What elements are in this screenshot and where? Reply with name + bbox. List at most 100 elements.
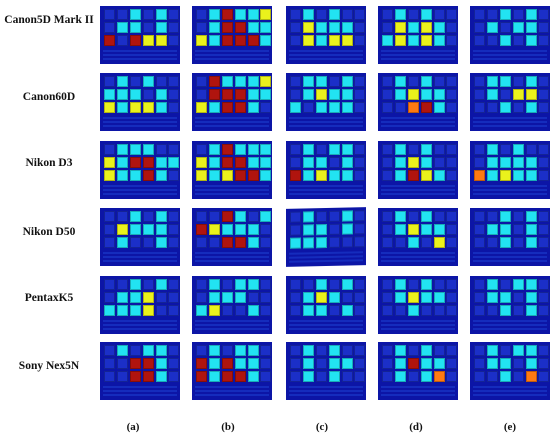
heatmap-cell [474,279,485,290]
panel-noise-strip [289,259,363,263]
heatmap-panel-r5-c2 [286,342,366,400]
heatmap-cell [209,345,220,356]
heatmap-cell [395,358,406,369]
heatmap-cell [342,144,353,155]
heatmap-cell [342,76,353,87]
heatmap-cell [168,292,179,303]
heatmap-cell [342,210,353,222]
heatmap-cell [143,22,154,33]
heatmap-cell [342,9,353,20]
heatmap-cell [526,170,537,181]
heatmap-cell [316,170,327,181]
heatmap-panel-r2-c2 [286,141,366,199]
heatmap-panel-r4-c0 [100,276,180,334]
heatmap-panel-r1-c1 [192,73,272,131]
heatmap-cell [434,292,445,303]
heatmap-cell [117,9,128,20]
panel-noise-strip [103,256,177,258]
heatmap-cell [538,35,549,46]
heatmap-cell [446,358,457,369]
heatmap-cell [354,292,365,303]
heatmap-cell [382,9,393,20]
heatmap-cell [248,76,259,87]
heatmap-cell [434,9,445,20]
heatmap-cell [168,170,179,181]
heatmap-cell [260,89,271,100]
heatmap-cell [104,157,115,168]
heatmap-cell [143,292,154,303]
heatmap-cell [382,345,393,356]
heatmap-cell [235,292,246,303]
panel-noise-strip [381,117,455,119]
heatmap-panel-r0-c2 [286,6,366,64]
heatmap-cell [487,76,498,87]
heatmap-cell [156,9,167,20]
heatmap-cell [209,279,220,290]
panel-noise-strip [289,320,363,322]
heatmap-cell [342,358,353,369]
heatmap-cell [209,292,220,303]
heatmap-cell [260,76,271,87]
heatmap-cell [222,292,233,303]
panel-noise-strip [195,58,269,60]
heatmap-cell [117,144,128,155]
heatmap-cell [382,35,393,46]
heatmap-cell [408,305,419,316]
heatmap-cell [354,76,365,87]
heatmap-cell [487,371,498,382]
heatmap-cell [395,170,406,181]
heatmap-cell [235,9,246,20]
heatmap-cell [316,22,327,33]
heatmap-cell [168,9,179,20]
heatmap-cell [156,305,167,316]
heatmap-cell [196,211,207,222]
heatmap-cell [303,157,314,168]
heatmap-cell [500,371,511,382]
panel-noise-strip [473,193,547,195]
heatmap-cell [209,35,220,46]
panel-noise-strip [473,320,547,322]
panel-noise-strip [473,50,547,52]
panel-noise-strip [289,386,363,388]
heatmap-cell [408,102,419,113]
panel-noise-strip [473,256,547,258]
heatmap-cell [408,170,419,181]
heatmap-cell [526,76,537,87]
heatmap-cell [290,102,301,113]
heatmap-cell [474,371,485,382]
panel-noise-strip [473,252,547,254]
heatmap-cell [342,371,353,382]
column-label-3: (d) [409,421,423,433]
panel-noise-strip [381,121,455,123]
panel-noise-strip [289,251,363,255]
heatmap-cell [316,9,327,20]
heatmap-panel-r5-c1 [192,342,272,400]
heatmap-cell [382,305,393,316]
heatmap-cell [526,102,537,113]
panel-noise-strip [195,54,269,56]
heatmap-cell [209,371,220,382]
heatmap-cell [538,345,549,356]
heatmap-cell [303,102,314,113]
heatmap-cell [260,170,271,181]
heatmap-cell [316,358,327,369]
panel-noise-strip [289,328,363,330]
panel-noise-strip [195,260,269,262]
panel-noise-strip [289,58,363,60]
heatmap-cell [143,237,154,248]
panel-noise-strip [195,117,269,119]
heatmap-cell [395,305,406,316]
heatmap-cell [143,371,154,382]
panel-noise-strip [289,390,363,392]
heatmap-cell [538,144,549,155]
heatmap-cell [303,292,314,303]
heatmap-cell [222,224,233,235]
heatmap-cell [248,211,259,222]
heatmap-cell [513,170,524,181]
heatmap-cell [248,224,259,235]
heatmap-cell [104,371,115,382]
heatmap-cell [354,144,365,155]
heatmap-cell [104,224,115,235]
heatmap-cell [446,237,457,248]
panel-noise-strip [381,260,455,262]
